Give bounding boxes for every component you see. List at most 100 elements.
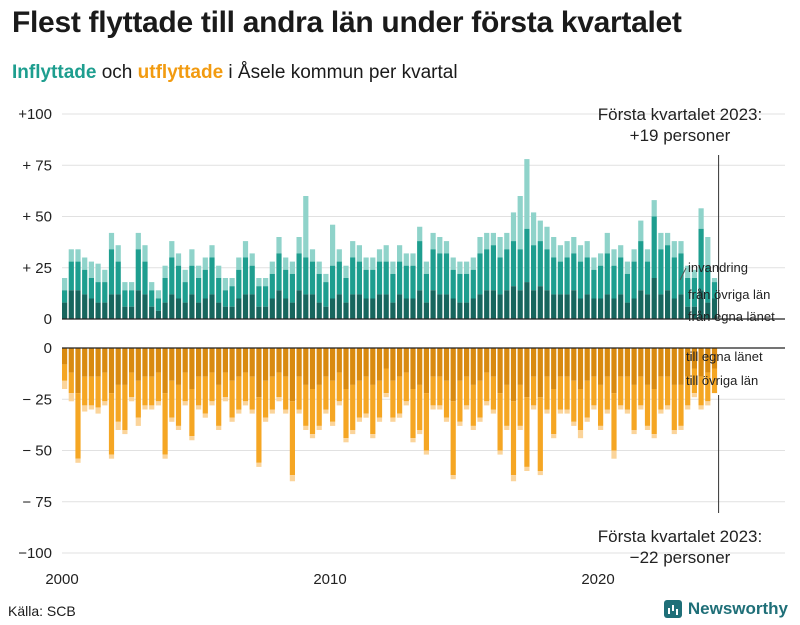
bar-out-ovriga [497, 393, 503, 451]
bar-out-egna [705, 348, 711, 373]
bar-out-utvandring [457, 421, 463, 426]
bar-out-egna [222, 348, 228, 373]
bar-in-egna [711, 298, 718, 319]
bar-out-egna [477, 348, 483, 381]
bar-in-egna [651, 278, 657, 319]
bar-in-ovriga [665, 245, 671, 291]
brand-logo: Newsworthy [663, 599, 788, 619]
bar-out-utvandring [557, 409, 563, 414]
bar-in-invandring [410, 253, 416, 266]
x-tick-label: 2010 [313, 571, 346, 588]
bar-in-egna [82, 294, 88, 319]
bar-in-egna [564, 294, 570, 319]
bar-out-egna [430, 348, 436, 377]
bar-out-ovriga [175, 384, 182, 426]
bar-out-ovriga [598, 384, 604, 426]
bar-out-ovriga [403, 372, 409, 402]
bar-in-invandring [88, 261, 94, 278]
bar-out-egna [236, 348, 242, 377]
bar-in-egna [370, 298, 376, 319]
bar-out-ovriga [437, 376, 443, 406]
bar-in-ovriga [557, 261, 563, 295]
bar-in-invandring [269, 261, 275, 274]
bar-in-ovriga [644, 261, 651, 295]
bar-in-invandring [115, 245, 121, 262]
bar-out-egna [269, 348, 275, 377]
bar-out-egna [95, 348, 101, 377]
bar-in-egna [484, 290, 490, 319]
bar-in-invandring [383, 245, 389, 262]
bar-in-invandring [544, 226, 550, 250]
bar-in-ovriga [464, 273, 470, 303]
bar-in-ovriga [651, 216, 657, 278]
bar-in-invandring [531, 212, 537, 246]
brand-name: Newsworthy [687, 599, 788, 618]
bar-in-invandring [336, 249, 342, 262]
bar-out-ovriga [531, 376, 537, 406]
bar-out-ovriga [678, 384, 684, 426]
bar-out-egna [598, 348, 604, 385]
bar-out-utvandring [423, 450, 429, 455]
bar-out-utvandring [330, 421, 336, 426]
bar-in-ovriga [249, 265, 255, 295]
bar-out-egna [155, 348, 161, 373]
bar-in-egna [437, 294, 443, 319]
bar-out-ovriga [316, 384, 322, 426]
bar-out-egna [510, 348, 517, 402]
bar-in-invandring [464, 261, 470, 274]
bar-in-invandring [222, 278, 228, 291]
bar-out-utvandring [202, 413, 208, 418]
bar-out-utvandring [470, 425, 476, 430]
bar-in-ovriga [236, 269, 242, 299]
bar-out-ovriga [457, 380, 463, 422]
bar-in-ovriga [423, 273, 429, 303]
bar-out-ovriga [705, 372, 711, 402]
bar-out-egna [356, 348, 362, 381]
in-segment-label: invandring [688, 260, 748, 275]
bar-out-ovriga [464, 376, 470, 406]
bar-out-utvandring [289, 475, 295, 482]
bar-out-utvandring [544, 409, 550, 414]
bar-in-ovriga [484, 249, 490, 291]
bar-out-ovriga [330, 380, 336, 422]
bar-in-ovriga [122, 290, 128, 307]
bar-out-utvandring [417, 430, 423, 435]
bar-in-ovriga [202, 269, 208, 299]
bar-out-egna [624, 348, 630, 377]
bar-in-ovriga [269, 273, 275, 299]
bar-out-utvandring [316, 425, 322, 430]
bar-out-utvandring [236, 409, 242, 414]
bar-in-egna [162, 302, 168, 319]
bar-in-invandring [276, 237, 282, 254]
bar-in-egna [544, 290, 550, 319]
bar-in-egna [410, 298, 416, 319]
bar-out-egna [175, 348, 182, 385]
bar-out-ovriga [115, 384, 121, 422]
bar-in-invandring [591, 257, 597, 270]
bar-in-egna [705, 302, 711, 319]
bar-in-egna [316, 302, 322, 319]
bar-in-invandring [75, 249, 81, 262]
bar-out-ovriga [477, 380, 483, 418]
bar-out-ovriga [510, 401, 517, 476]
bar-in-ovriga [598, 265, 604, 299]
y-tick-label-bottom: − 25 [22, 391, 52, 408]
bar-out-utvandring [296, 409, 302, 414]
bar-out-egna [229, 348, 235, 381]
bar-out-ovriga [229, 380, 235, 418]
y-tick-label-top: + 50 [22, 209, 52, 226]
bar-out-ovriga [155, 372, 161, 402]
bar-in-invandring [537, 220, 543, 242]
bar-out-utvandring [671, 430, 677, 435]
bar-in-egna [196, 302, 202, 319]
annotation-bottom-line2: −22 personer [630, 548, 731, 567]
bar-out-ovriga [62, 364, 68, 381]
bar-in-ovriga [256, 286, 262, 307]
bar-out-utvandring [256, 462, 262, 467]
bar-out-egna [618, 348, 624, 377]
bar-in-egna [142, 294, 148, 319]
bar-in-invandring [175, 253, 182, 266]
bar-out-utvandring [155, 401, 161, 406]
bar-in-egna [504, 290, 510, 319]
bar-in-invandring [303, 196, 309, 258]
